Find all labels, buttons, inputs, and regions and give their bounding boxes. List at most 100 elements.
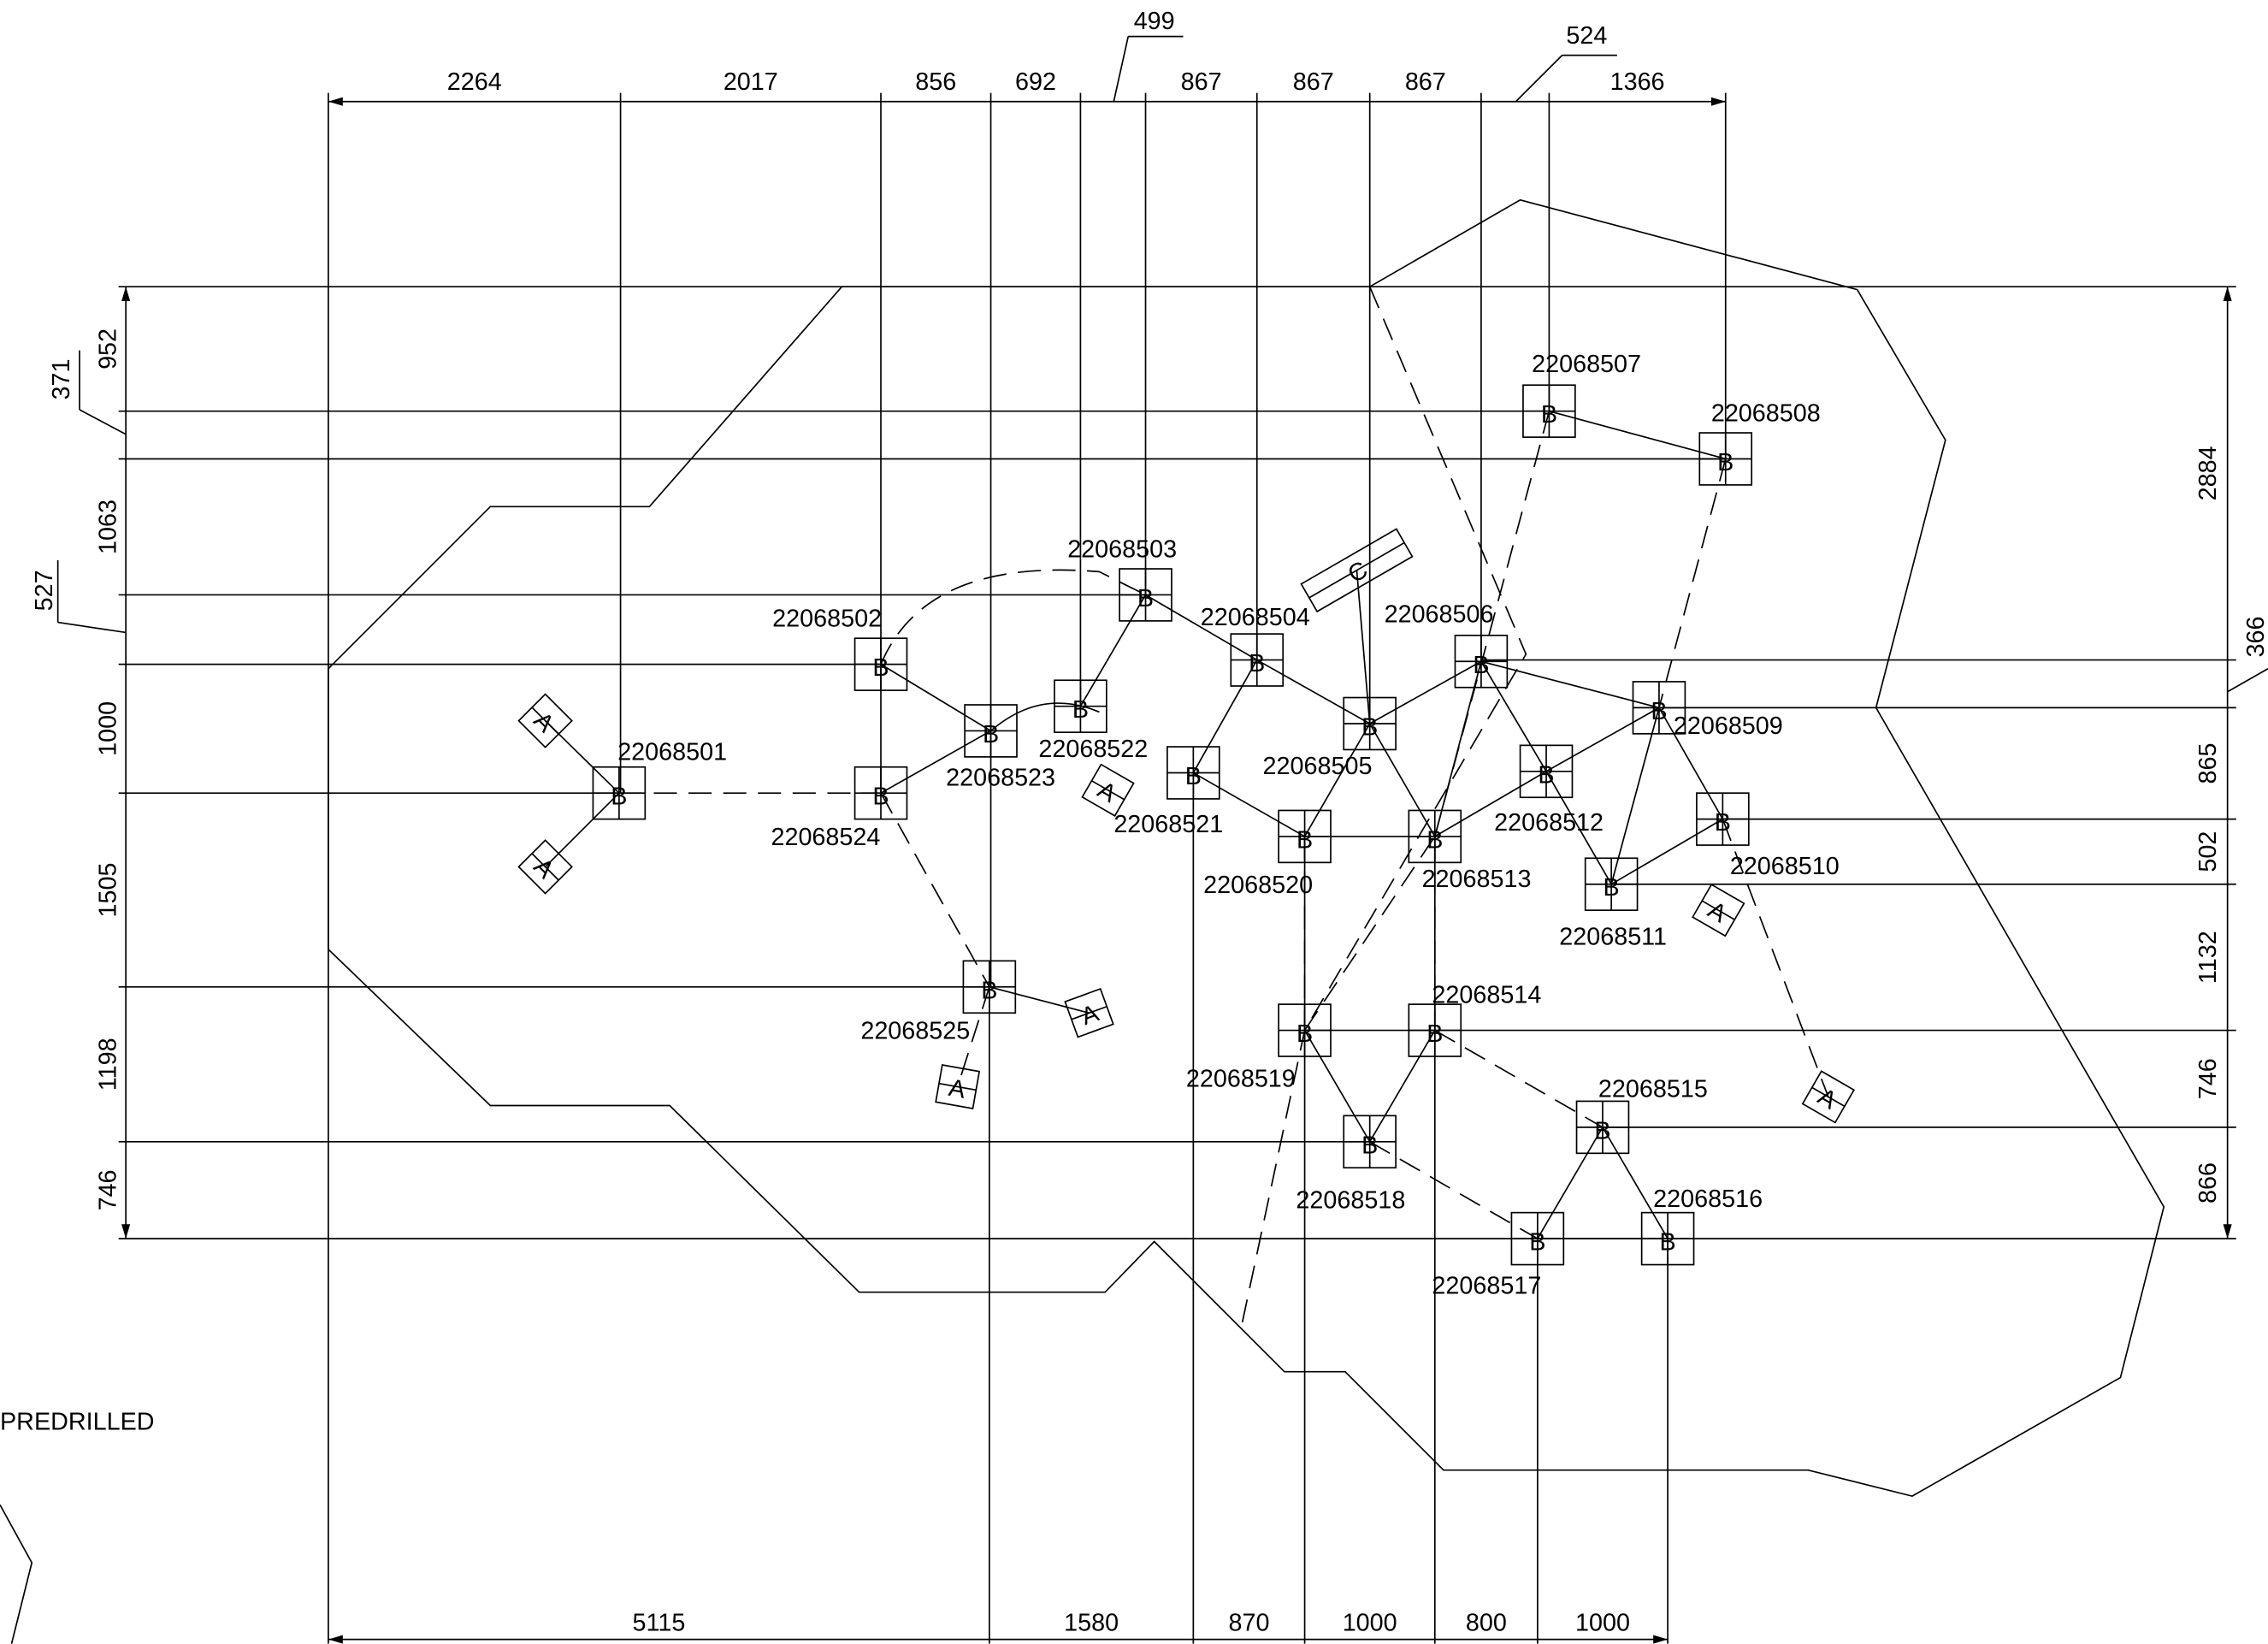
pile-type: B (611, 784, 627, 811)
connector (1256, 659, 1371, 724)
pile-type: B (1594, 1117, 1610, 1144)
dimension-label: 2017 (724, 68, 778, 96)
marker-type: C (1344, 556, 1373, 588)
marker-cross (1071, 1005, 1107, 1020)
marker-cross (938, 1082, 977, 1091)
note: PREDRILLED (0, 1408, 155, 1435)
connector (1545, 707, 1660, 772)
pile-label: 22068519 (1186, 1066, 1296, 1093)
connector-arc (880, 569, 1146, 665)
pile-label: 22068523 (946, 765, 1055, 792)
connector (1079, 594, 1147, 707)
connector (1549, 410, 1726, 460)
pile-label: 22068507 (1532, 351, 1641, 378)
pile-label: 22068512 (1494, 809, 1604, 837)
pile-label: 22068517 (1432, 1272, 1541, 1299)
marker-type: A (947, 1074, 968, 1104)
leader (79, 409, 127, 435)
dimension-label: 524 (1566, 22, 1607, 50)
dimension-label: 1132 (2194, 931, 2222, 984)
connector (1658, 458, 1727, 708)
dimension-label: 502 (2194, 831, 2222, 872)
connector (989, 985, 1090, 1014)
connector (1369, 1141, 1539, 1239)
pile-type: B (1717, 449, 1733, 476)
connector (1145, 594, 1258, 661)
pile-type: B (983, 721, 999, 748)
pile-type: B (1604, 874, 1620, 902)
pile-label: 22068506 (1385, 601, 1494, 629)
connector (1369, 660, 1482, 724)
pile-label: 22068510 (1730, 853, 1840, 880)
connector (1602, 1127, 1669, 1239)
pile-type: B (1361, 1132, 1378, 1159)
dimension-label: 1580 (1064, 1609, 1119, 1636)
connector (1303, 723, 1371, 837)
marker-cross (1811, 1086, 1846, 1108)
connector (545, 792, 620, 868)
dimension-label: 952 (94, 328, 121, 370)
pile-label: 22068524 (771, 824, 880, 851)
connector (1433, 411, 1550, 837)
pile-type: B (1651, 698, 1667, 725)
connector (1480, 660, 1660, 709)
marker-cross (1091, 780, 1125, 801)
pile-label: 22068511 (1559, 924, 1667, 951)
marker-type: A (1704, 896, 1732, 929)
connector (1480, 660, 1547, 772)
connector (956, 986, 990, 1087)
pile-label: 22068503 (1067, 535, 1177, 563)
connector (1368, 1030, 1436, 1143)
pile-type: B (1426, 1020, 1443, 1048)
pile-label: 22068501 (617, 738, 727, 766)
connector (1545, 771, 1612, 885)
marker-type: A (1813, 1083, 1841, 1115)
leader (2227, 667, 2268, 693)
pile-type: B (1185, 763, 1202, 790)
pile-label: 22068504 (1201, 604, 1310, 631)
dimension-label: 1000 (1343, 1609, 1397, 1636)
marker-cross (1308, 541, 1405, 599)
dimension-label: 870 (1228, 1609, 1269, 1636)
connector (1192, 772, 1305, 837)
pile-type: B (1361, 714, 1378, 742)
connector (1303, 836, 1436, 1032)
connector (1434, 1029, 1604, 1128)
dimension-label: 865 (2194, 743, 2222, 784)
pile-type: B (1137, 585, 1154, 612)
dimension-label: 1366 (1610, 68, 1665, 96)
pile-type: B (981, 977, 997, 1004)
connector (880, 663, 991, 732)
pile-label: 22068508 (1711, 400, 1821, 428)
leader (1515, 54, 1563, 103)
leader (57, 621, 127, 634)
pile-label: 22068513 (1422, 866, 1532, 893)
outline-fragment (0, 1504, 33, 1644)
connector (1192, 659, 1258, 773)
connector (1722, 819, 1829, 1097)
dimension-label: 867 (1293, 68, 1334, 96)
pile-label: 22068518 (1296, 1187, 1405, 1215)
dimension-label: 746 (2194, 1058, 2222, 1099)
dimension-label: 1063 (94, 500, 121, 554)
pile-label: 22068525 (860, 1018, 970, 1045)
pile-label: 22068505 (1263, 753, 1373, 780)
pile-type: B (1529, 1229, 1545, 1257)
dimension-label: 746 (94, 1169, 121, 1210)
dimension-label: 527 (31, 570, 58, 611)
marker-cross (1701, 900, 1735, 920)
pile-label: 22068520 (1203, 872, 1313, 899)
pile-label: 22068516 (1653, 1186, 1763, 1213)
marker-type: A (1093, 777, 1121, 809)
pile-label: 22068522 (1038, 736, 1148, 763)
dimension-label: 2264 (447, 68, 502, 96)
pile-label: 22068515 (1598, 1075, 1708, 1103)
pile-type: B (1541, 401, 1557, 429)
dimension-label: 366 (2242, 617, 2268, 658)
dimension-label: 692 (1015, 68, 1056, 96)
connector (1355, 570, 1371, 724)
dimension-label: 800 (1466, 1609, 1507, 1636)
dimension-label: 1198 (94, 1038, 121, 1091)
dimension-label: 2884 (2194, 446, 2222, 500)
